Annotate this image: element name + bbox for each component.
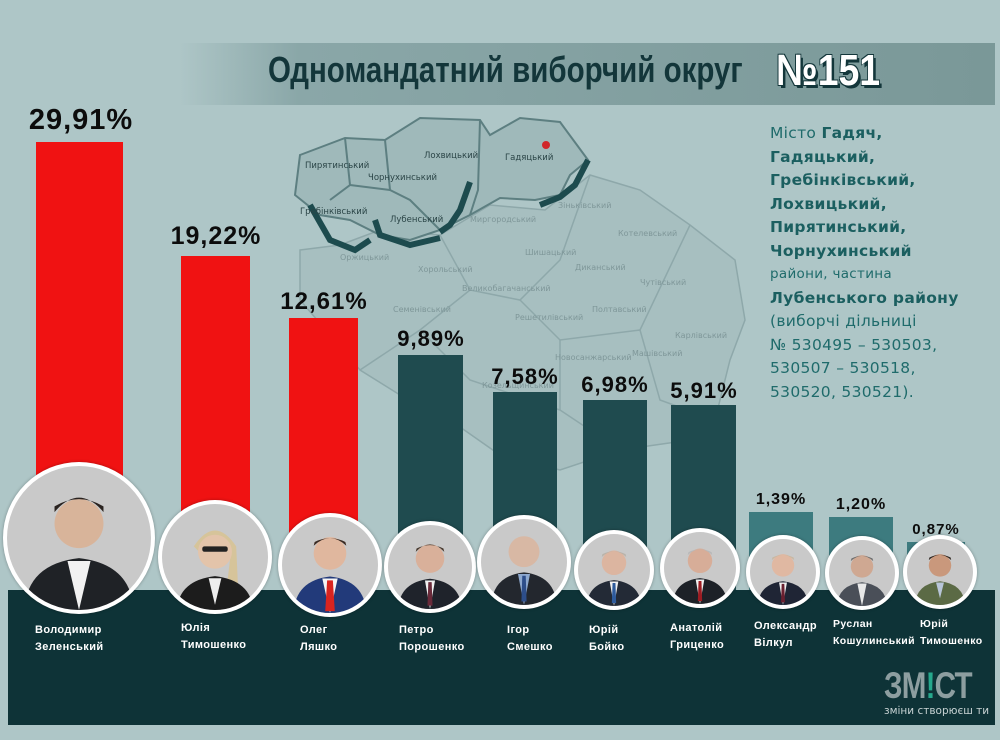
pct-label: 12,61% [280, 288, 368, 315]
svg-text:Полтавський: Полтавський [592, 305, 647, 314]
candidate-name-koshulynskyi: Руслан Кошулинський [833, 618, 916, 647]
hrytsenko-photo [660, 528, 740, 608]
svg-text:Решетилівський: Решетилівський [515, 313, 583, 322]
gadyach-marker [542, 141, 550, 149]
candidate-name-vilkul: Олександр Вілкул [754, 620, 818, 649]
page-title: Одномандатний виборчий округ [268, 49, 743, 90]
svg-text:Диканський: Диканський [575, 263, 626, 272]
candidate-name-hrytsenko: Анатолій Гриценко [670, 622, 725, 651]
candidate-name-lyashko: Олег Ляшко [300, 624, 338, 653]
svg-text:Чутівський: Чутівський [640, 278, 686, 287]
svg-text:Оржицький: Оржицький [340, 253, 389, 262]
svg-text:Миргородський: Миргородський [470, 215, 536, 224]
svg-text:Зіньківський: Зіньківський [558, 201, 611, 210]
pct-label: 1,39% [755, 491, 807, 508]
koshulynskyi-photo [825, 536, 899, 610]
pct-label: 19,22% [170, 222, 262, 250]
svg-text:Шишацький: Шишацький [525, 248, 576, 257]
svg-text:Чорнухинський: Чорнухинський [368, 173, 437, 183]
yu-tymoshenko-photo [158, 500, 272, 614]
svg-text:Гребінківський: Гребінківський [300, 207, 367, 217]
candidate-name-zelenskyi: Володимир Зеленський [35, 624, 104, 653]
zmist-logo: ЗМ!СТ [884, 665, 973, 706]
candidate-name-yurii-tymoshenko: Юрій Тимошенко [920, 618, 983, 647]
candidate-name-boyko: Юрій Бойко [589, 624, 625, 653]
district-number: №151 [776, 46, 881, 95]
pct-label: 0,87% [912, 521, 960, 538]
svg-text:Карлівський: Карлівський [675, 331, 727, 340]
svg-text:Новосанжарський: Новосанжарський [555, 353, 632, 362]
district-info: Місто Гадяч, Гадяцький, Гребінківський, … [770, 124, 959, 401]
logo-tagline: зміни створюєш ти [884, 705, 990, 717]
candidate-name-poroshenko: Петро Порошенко [399, 624, 465, 653]
boyko-photo [574, 530, 654, 610]
svg-text:Семенівський: Семенівський [393, 305, 451, 314]
svg-text:Гадяцький: Гадяцький [505, 153, 553, 163]
candidate-name-yu-tymoshenko: Юлія Тимошенко [181, 622, 247, 651]
candidate-name-smeshko: Ігор Смешко [507, 624, 553, 653]
svg-text:Хорольський: Хорольський [418, 265, 473, 274]
pct-label: 5,91% [670, 378, 738, 403]
yurii-tymoshenko-photo [903, 535, 977, 609]
svg-text:Лохвицький: Лохвицький [424, 151, 478, 161]
svg-text:Машівський: Машівський [632, 349, 682, 358]
pct-label: 7,58% [491, 364, 559, 389]
smeshko-photo [477, 515, 571, 609]
map-label-pyriatynskyi: Пирятинський [305, 161, 369, 171]
lyashko-photo [278, 513, 382, 617]
vilkul-photo [746, 535, 820, 609]
zelenskyi-photo [3, 462, 155, 614]
candidates-band [8, 590, 995, 725]
poroshenko-photo [384, 521, 476, 613]
svg-text:Лубенський: Лубенський [390, 215, 443, 225]
pct-label: 1,20% [835, 496, 887, 513]
title-banner [0, 43, 995, 105]
svg-text:Козельщинський: Козельщинський [482, 381, 554, 390]
pct-label: 29,91% [28, 104, 134, 136]
pct-label: 9,89% [397, 326, 465, 351]
pct-label: 6,98% [581, 372, 649, 397]
svg-text:Котелевський: Котелевський [618, 229, 677, 238]
svg-text:Великобагачанський: Великобагачанський [462, 284, 551, 293]
